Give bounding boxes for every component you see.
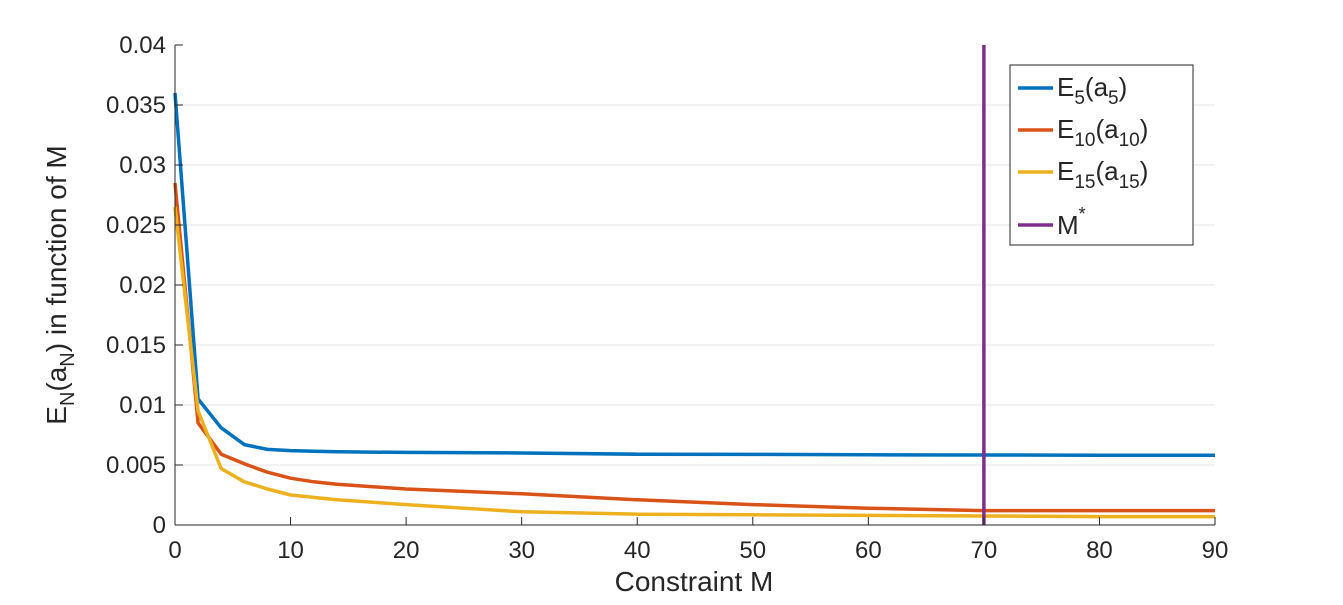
x-tick-label: 30 <box>508 537 535 564</box>
axes <box>174 44 1216 526</box>
x-tick-label: 10 <box>277 537 304 564</box>
y-tick-label: 0.035 <box>106 92 166 119</box>
y-tick-label: 0.01 <box>119 392 166 419</box>
series-line-2 <box>173 182 1215 513</box>
y-axis-label: EN(aN) in function of M <box>41 145 79 424</box>
series-line-3 <box>173 206 1215 519</box>
x-axis-label: Constraint M <box>615 566 774 597</box>
legend-box <box>1009 64 1194 246</box>
y-tick-label: 0.04 <box>119 32 166 59</box>
grid <box>175 104 1215 466</box>
legend-label-2: E10(a10) <box>1057 114 1148 151</box>
y-tick-label: 0.005 <box>106 452 166 479</box>
x-tick-label: 70 <box>971 537 998 564</box>
series-line-1 <box>173 92 1215 457</box>
legend-label-m-star: M* <box>1057 204 1086 240</box>
x-tick-label: 60 <box>855 537 882 564</box>
y-tick-label: 0.015 <box>106 332 166 359</box>
y-tick-label: 0.03 <box>119 152 166 179</box>
x-tick-label: 0 <box>168 537 181 564</box>
tick-labels: 0 0.005 0.01 0.015 0.02 0.025 0.03 0.035 0.04 0 10… <box>106 32 1228 564</box>
legend-label-1: E5(a5) <box>1057 72 1127 109</box>
x-tick-label: 90 <box>1202 537 1229 564</box>
legend: E5(a5) E10(a10) E15(a15) M* <box>1009 64 1194 246</box>
series-lines <box>173 45 1215 525</box>
x-tick-label: 20 <box>393 537 420 564</box>
y-tick-label: 0.025 <box>106 212 166 239</box>
y-tick-label: 0.02 <box>119 272 166 299</box>
x-tick-label: 50 <box>739 537 766 564</box>
legend-label-3: E15(a15) <box>1057 156 1148 193</box>
x-tick-label: 40 <box>624 537 651 564</box>
x-tick-label: 80 <box>1086 537 1113 564</box>
y-tick-label: 0 <box>153 512 166 539</box>
